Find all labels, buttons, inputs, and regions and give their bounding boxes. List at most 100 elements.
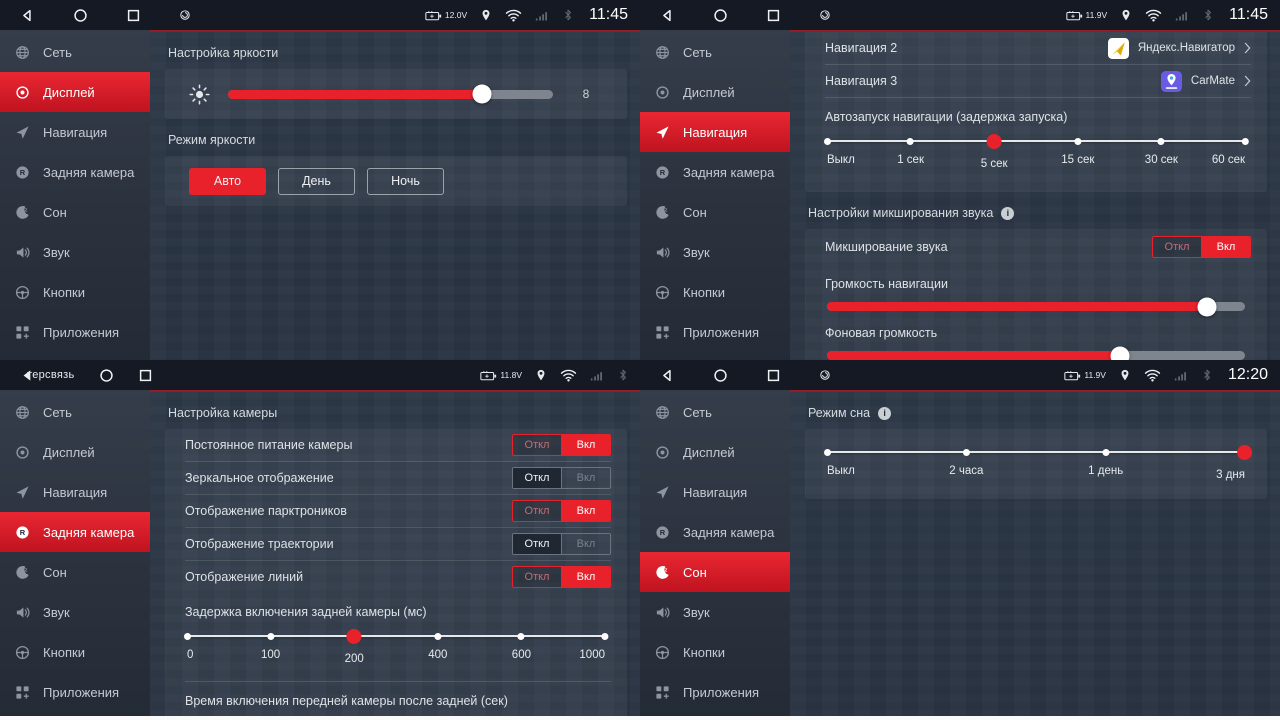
slider-stop-selected[interactable]: 200 — [345, 623, 364, 665]
slider-stop[interactable]: 100 — [261, 623, 280, 661]
slider-stop[interactable]: Выкл — [823, 439, 855, 477]
recents-button[interactable] — [766, 8, 781, 23]
sidebar-item-sleep[interactable]: Сон — [640, 192, 790, 232]
toggle-off-option[interactable]: Откл — [513, 468, 561, 488]
home-button[interactable] — [713, 368, 728, 383]
info-icon[interactable] — [878, 406, 892, 420]
autostart-delay-slider[interactable]: Выкл 1 сек 5 сек 15 сек 30 сек 60 сек — [823, 128, 1249, 178]
toggle-off-option[interactable]: Откл — [1153, 237, 1201, 257]
bg-volume-slider[interactable] — [827, 346, 1245, 360]
sidebar-item-buttons[interactable]: Кнопки — [0, 632, 150, 672]
home-button[interactable] — [73, 8, 88, 23]
sidebar-item-display[interactable]: Дисплей — [0, 72, 150, 112]
sidebar-item-sound[interactable]: Звук — [640, 232, 790, 272]
sidebar-item-sound[interactable]: Звук — [0, 232, 150, 272]
slider-stop[interactable]: 1000 — [579, 623, 609, 661]
nav-app-row[interactable]: Навигация 2 Яндекс.Навигатор — [805, 32, 1267, 64]
info-icon[interactable] — [1001, 206, 1015, 220]
sidebar-item-rear-camera[interactable]: Задняя камера — [640, 512, 790, 552]
toggle-on-option[interactable]: Вкл — [561, 468, 610, 488]
status-bar: 11.9V 12:20 — [640, 360, 1280, 390]
sidebar-item-navigation[interactable]: Навигация — [0, 112, 150, 152]
slider-stop[interactable]: Выкл — [823, 128, 855, 166]
sidebar-item-network[interactable]: Сеть — [0, 32, 150, 72]
recents-button[interactable] — [138, 368, 153, 383]
slider-stop[interactable]: 30 сек — [1145, 128, 1178, 166]
slider-stop[interactable]: 0 — [183, 623, 193, 661]
back-button[interactable] — [20, 8, 35, 23]
toggle-on-option[interactable]: Вкл — [561, 501, 610, 521]
sidebar-item-sound[interactable]: Звук — [640, 592, 790, 632]
app-swirl-icon[interactable] — [819, 369, 831, 381]
slider-thumb[interactable] — [472, 84, 491, 104]
recents-button[interactable] — [126, 8, 141, 23]
sidebar-item-display[interactable]: Дисплей — [640, 72, 790, 112]
sidebar-item-rear-camera[interactable]: Задняя камера — [0, 152, 150, 192]
recents-button[interactable] — [766, 368, 781, 383]
sidebar-item-navigation[interactable]: Навигация — [0, 472, 150, 512]
toggle-off-option[interactable]: Откл — [513, 501, 561, 521]
sidebar-item-apps[interactable]: Приложения — [0, 312, 150, 352]
camera-power-row: Постоянное питание камеры Откл Вкл — [165, 429, 627, 461]
sidebar-item-display[interactable]: Дисплей — [0, 432, 150, 472]
bluetooth-icon — [1203, 8, 1213, 22]
slider-stop[interactable]: 60 сек — [1212, 128, 1249, 166]
app-swirl-icon[interactable] — [179, 9, 191, 21]
sidebar-item-buttons[interactable]: Кнопки — [640, 272, 790, 312]
sleep-mode-slider[interactable]: Выкл 2 часа 1 день 3 дня — [823, 439, 1253, 489]
sidebar-item-buttons[interactable]: Кнопки — [0, 272, 150, 312]
mode-day-button[interactable]: День — [278, 167, 355, 195]
sidebar-item-navigation[interactable]: Навигация — [640, 112, 790, 152]
home-button[interactable] — [713, 8, 728, 23]
slider-stop[interactable]: 2 часа — [949, 439, 983, 477]
sidebar-item-buttons[interactable]: Кнопки — [640, 632, 790, 672]
nav-app-row[interactable]: Навигация 3 CarMate — [805, 65, 1267, 97]
camera-delay-slider[interactable]: 0 100 200 400 600 1000 — [183, 623, 609, 673]
back-button[interactable] — [660, 8, 675, 23]
nav-volume-slider[interactable] — [827, 297, 1245, 316]
sidebar-item-sound[interactable]: Звук — [0, 592, 150, 632]
sidebar-item-sleep[interactable]: Сон — [0, 192, 150, 232]
toggle-on-option[interactable]: Вкл — [561, 567, 610, 587]
slider-stop[interactable]: 400 — [428, 623, 447, 661]
sound-mixing-toggle[interactable]: Откл Вкл — [1152, 236, 1251, 258]
mode-auto-button[interactable]: Авто — [189, 167, 266, 195]
toggle-off-option[interactable]: Откл — [513, 534, 561, 554]
slider-stop[interactable]: 600 — [512, 623, 531, 661]
slider-thumb[interactable] — [1110, 346, 1130, 360]
lines-toggle[interactable]: Откл Вкл — [512, 566, 611, 588]
slider-thumb[interactable] — [1197, 297, 1217, 316]
sidebar-item-apps[interactable]: Приложения — [0, 672, 150, 712]
toggle-on-option[interactable]: Вкл — [561, 534, 610, 554]
sidebar-item-rear-camera[interactable]: Задняя камера — [640, 152, 790, 192]
app-swirl-icon[interactable] — [819, 9, 831, 21]
back-button[interactable] — [660, 368, 675, 383]
mirror-toggle[interactable]: Откл Вкл — [512, 467, 611, 489]
sidebar-item-sleep[interactable]: Сон — [640, 552, 790, 592]
slider-stop-selected[interactable]: 3 дня — [1216, 439, 1253, 481]
home-button[interactable] — [99, 368, 114, 383]
toggle-off-option[interactable]: Откл — [513, 435, 561, 455]
slider-stop-selected[interactable]: 5 сек — [981, 128, 1008, 170]
camera-power-toggle[interactable]: Откл Вкл — [512, 434, 611, 456]
sidebar-item-network[interactable]: Сеть — [640, 32, 790, 72]
toggle-off-option[interactable]: Откл — [513, 567, 561, 587]
mode-night-button[interactable]: Ночь — [367, 167, 444, 195]
sidebar-item-display[interactable]: Дисплей — [640, 432, 790, 472]
camera-panel: Постоянное питание камеры Откл Вкл Зеркал… — [165, 429, 627, 720]
sidebar-item-apps[interactable]: Приложения — [640, 312, 790, 352]
trajectory-toggle[interactable]: Откл Вкл — [512, 533, 611, 555]
sidebar-item-network[interactable]: Сеть — [640, 392, 790, 432]
brightness-slider[interactable] — [228, 84, 553, 104]
slider-stop[interactable]: 1 сек — [897, 128, 924, 166]
slider-stop[interactable]: 15 сек — [1061, 128, 1094, 166]
sidebar-item-rear-camera[interactable]: Задняя камера — [0, 512, 150, 552]
parking-sensors-toggle[interactable]: Откл Вкл — [512, 500, 611, 522]
sidebar-item-sleep[interactable]: Сон — [0, 552, 150, 592]
slider-stop[interactable]: 1 день — [1088, 439, 1123, 477]
toggle-on-option[interactable]: Вкл — [561, 435, 610, 455]
sidebar-item-navigation[interactable]: Навигация — [640, 472, 790, 512]
sidebar-item-network[interactable]: Сеть — [0, 392, 150, 432]
sidebar-item-apps[interactable]: Приложения — [640, 672, 790, 712]
toggle-on-option[interactable]: Вкл — [1201, 237, 1250, 257]
